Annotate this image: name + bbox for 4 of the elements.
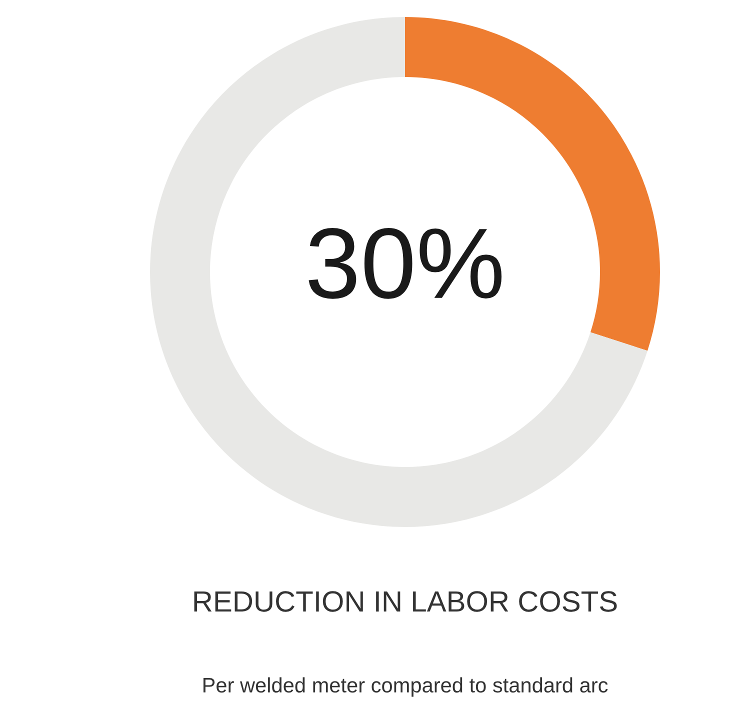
text: Per welded meter compared to standard arc xyxy=(204,677,608,697)
text: REDUCTION IN LABOR COSTS xyxy=(194,591,617,612)
donut-slice xyxy=(150,17,648,527)
data-label: 30% xyxy=(308,228,502,299)
